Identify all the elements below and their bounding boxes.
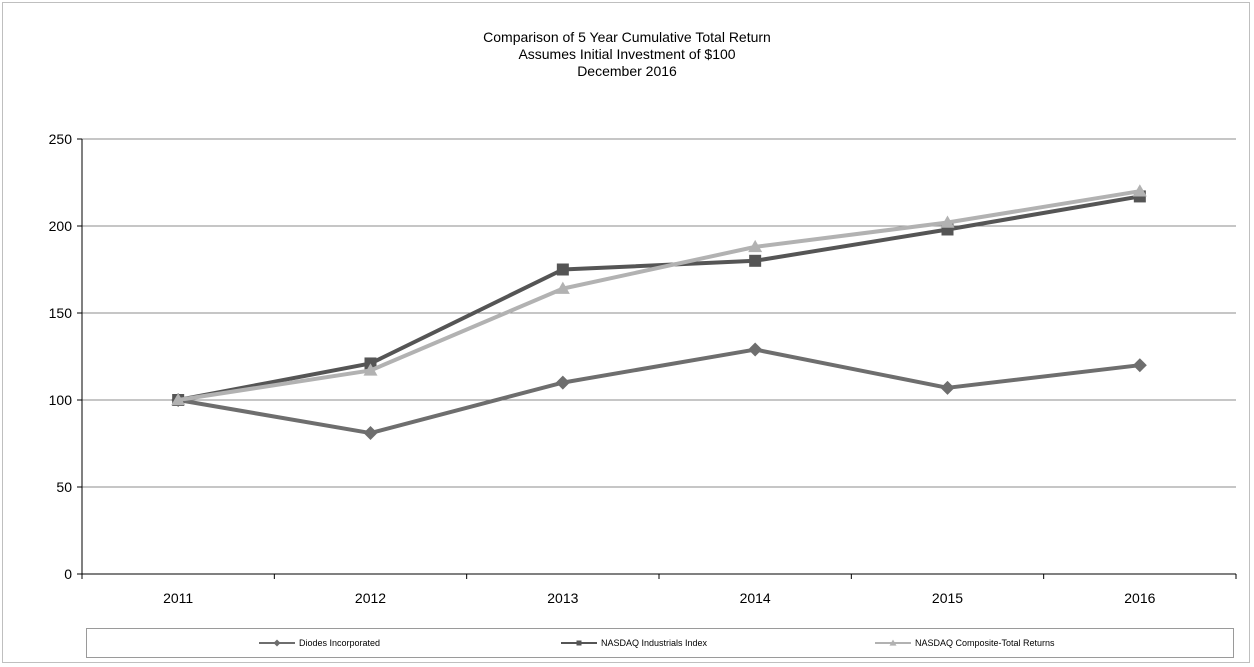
- x-tick-label-2016: 2016: [1124, 590, 1155, 606]
- data-point-nasdaq-composite-2012: [363, 363, 378, 376]
- data-point-nasdaq-composite-2013: [555, 281, 570, 294]
- data-point-diodes-2013: [555, 375, 570, 390]
- legend-marker-diodes: [273, 639, 281, 647]
- x-tick-label-2014: 2014: [740, 590, 771, 606]
- data-point-diodes-2015: [940, 380, 955, 395]
- legend-marker-nasdaq-industrials: [576, 640, 582, 646]
- chart-title-line-3: December 2016: [577, 63, 677, 79]
- axes: 0 50 100 150 200 250 2011 2012 2013 2014 2015 2016: [49, 131, 1237, 606]
- chart-title-line-1: Comparison of 5 Year Cumulative Total Re…: [483, 29, 771, 45]
- series-line-nasdaq-industrials: [177, 194, 1141, 402]
- data-point-diodes-2016: [1132, 358, 1147, 373]
- legend-marker-nasdaq-composite: [889, 639, 897, 646]
- legend-swatch-nasdaq-composite: [875, 639, 911, 646]
- y-tick-label-50: 50: [56, 479, 72, 495]
- series-line-nasdaq-composite: [177, 189, 1141, 402]
- x-tick-label-2013: 2013: [547, 590, 578, 606]
- data-point-nasdaq-composite-2015: [940, 215, 955, 228]
- x-tick-label-2012: 2012: [355, 590, 386, 606]
- data-point-diodes-2012: [363, 426, 378, 441]
- y-tick-label-250: 250: [49, 131, 73, 147]
- legend-entry-diodes: Diodes Incorporated: [257, 629, 380, 657]
- legend-swatch-nasdaq-industrials: [561, 640, 597, 646]
- data-point-nasdaq-industrials-2014: [749, 254, 762, 267]
- legend: Diodes Incorporated NASDAQ Industrials I…: [86, 628, 1234, 658]
- chart-title: Comparison of 5 Year Cumulative Total Re…: [0, 29, 1254, 80]
- series-lines: [171, 184, 1147, 441]
- data-point-nasdaq-composite-2014: [748, 239, 763, 253]
- legend-label-nasdaq-composite: NASDAQ Composite-Total Returns: [915, 638, 1055, 648]
- legend-entry-nasdaq-industrials: NASDAQ Industrials Index: [559, 629, 707, 657]
- y-tick-label-100: 100: [49, 392, 73, 408]
- x-tick-label-2011: 2011: [163, 590, 193, 606]
- data-point-nasdaq-composite-2011: [171, 393, 186, 406]
- legend-label-nasdaq-industrials: NASDAQ Industrials Index: [601, 638, 708, 648]
- series-line-diodes: [177, 347, 1141, 436]
- y-tick-label-150: 150: [49, 305, 73, 321]
- data-point-nasdaq-composite-2016: [1132, 184, 1147, 197]
- legend-entry-nasdaq-composite: NASDAQ Composite-Total Returns: [873, 629, 1055, 657]
- x-tick-label-2015: 2015: [932, 590, 963, 606]
- data-point-nasdaq-industrials-2013: [556, 263, 569, 276]
- gridlines: [82, 138, 1236, 488]
- legend-label-diodes: Diodes Incorporated: [299, 638, 381, 648]
- data-point-diodes-2014: [748, 342, 763, 357]
- chart-title-line-2: Assumes Initial Investment of $100: [518, 46, 736, 62]
- y-tick-label-200: 200: [49, 218, 73, 234]
- legend-swatch-diodes: [259, 639, 295, 647]
- y-tick-label-0: 0: [64, 566, 72, 582]
